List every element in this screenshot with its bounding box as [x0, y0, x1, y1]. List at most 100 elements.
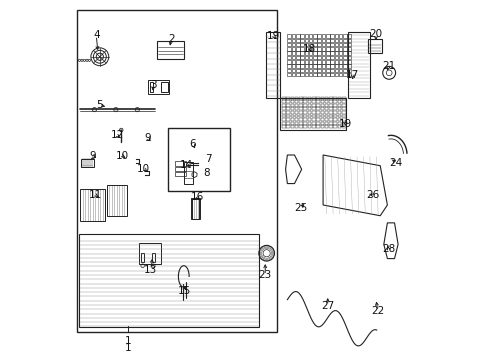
- Bar: [303, 125, 306, 128]
- Bar: [300, 64, 303, 68]
- Bar: [287, 56, 290, 59]
- Bar: [282, 104, 285, 107]
- Bar: [324, 100, 328, 103]
- Bar: [320, 100, 324, 103]
- Bar: [333, 125, 336, 128]
- Bar: [282, 111, 285, 114]
- Bar: [329, 47, 333, 51]
- Bar: [316, 100, 319, 103]
- Bar: [347, 32, 369, 98]
- Bar: [304, 56, 307, 59]
- Bar: [287, 60, 290, 64]
- Bar: [294, 125, 298, 128]
- Bar: [149, 82, 153, 93]
- Bar: [317, 68, 320, 72]
- Bar: [280, 98, 346, 130]
- Bar: [175, 167, 185, 171]
- Bar: [316, 118, 319, 121]
- Text: 3: 3: [150, 80, 156, 90]
- Bar: [290, 111, 294, 114]
- Bar: [291, 56, 295, 59]
- Bar: [307, 100, 311, 103]
- Text: 11: 11: [89, 190, 102, 200]
- Bar: [321, 51, 325, 55]
- Bar: [304, 60, 307, 64]
- Bar: [308, 43, 312, 46]
- Bar: [290, 125, 294, 128]
- Bar: [308, 39, 312, 42]
- Bar: [324, 125, 328, 128]
- Bar: [317, 64, 320, 68]
- Bar: [312, 39, 316, 42]
- Bar: [329, 73, 333, 76]
- Bar: [317, 51, 320, 55]
- Bar: [346, 64, 350, 68]
- Bar: [80, 234, 258, 327]
- Bar: [294, 104, 298, 107]
- Bar: [290, 108, 294, 111]
- Bar: [285, 104, 289, 107]
- Text: 8: 8: [203, 168, 210, 178]
- Bar: [299, 122, 302, 125]
- Text: 9: 9: [144, 133, 150, 143]
- Bar: [307, 125, 311, 128]
- Text: 21: 21: [381, 62, 394, 71]
- Text: 15: 15: [178, 287, 191, 296]
- Bar: [304, 51, 307, 55]
- Bar: [312, 43, 316, 46]
- Bar: [307, 114, 311, 117]
- Bar: [291, 47, 295, 51]
- Bar: [367, 39, 381, 53]
- Text: 1: 1: [125, 337, 131, 346]
- Bar: [325, 34, 329, 38]
- Bar: [294, 114, 298, 117]
- Bar: [300, 34, 303, 38]
- Bar: [341, 111, 345, 114]
- Bar: [291, 43, 295, 46]
- Bar: [303, 122, 306, 125]
- Bar: [290, 114, 294, 117]
- Bar: [325, 73, 329, 76]
- Bar: [312, 56, 316, 59]
- Bar: [334, 56, 337, 59]
- Bar: [333, 114, 336, 117]
- Bar: [291, 60, 295, 64]
- Bar: [320, 104, 324, 107]
- Bar: [317, 34, 320, 38]
- Bar: [343, 68, 346, 72]
- Bar: [80, 189, 105, 221]
- Text: 7: 7: [205, 154, 212, 164]
- Bar: [334, 34, 337, 38]
- Bar: [303, 114, 306, 117]
- Bar: [316, 108, 319, 111]
- Bar: [139, 243, 160, 264]
- Bar: [341, 100, 345, 103]
- Bar: [287, 39, 290, 42]
- Text: 12: 12: [110, 130, 123, 140]
- Bar: [291, 39, 295, 42]
- Bar: [175, 172, 185, 176]
- Bar: [299, 100, 302, 103]
- Bar: [308, 68, 312, 72]
- Bar: [285, 122, 289, 125]
- Bar: [346, 68, 350, 72]
- Bar: [321, 56, 325, 59]
- Bar: [285, 97, 289, 100]
- Bar: [290, 122, 294, 125]
- Bar: [321, 68, 325, 72]
- Bar: [337, 114, 341, 117]
- Bar: [341, 97, 345, 100]
- Bar: [321, 60, 325, 64]
- Bar: [307, 111, 311, 114]
- Bar: [285, 111, 289, 114]
- Bar: [325, 39, 329, 42]
- Bar: [299, 111, 302, 114]
- Bar: [334, 39, 337, 42]
- Bar: [307, 97, 311, 100]
- Bar: [320, 114, 324, 117]
- Bar: [294, 122, 298, 125]
- Bar: [338, 43, 342, 46]
- Bar: [151, 253, 155, 262]
- Bar: [328, 114, 332, 117]
- Bar: [311, 114, 315, 117]
